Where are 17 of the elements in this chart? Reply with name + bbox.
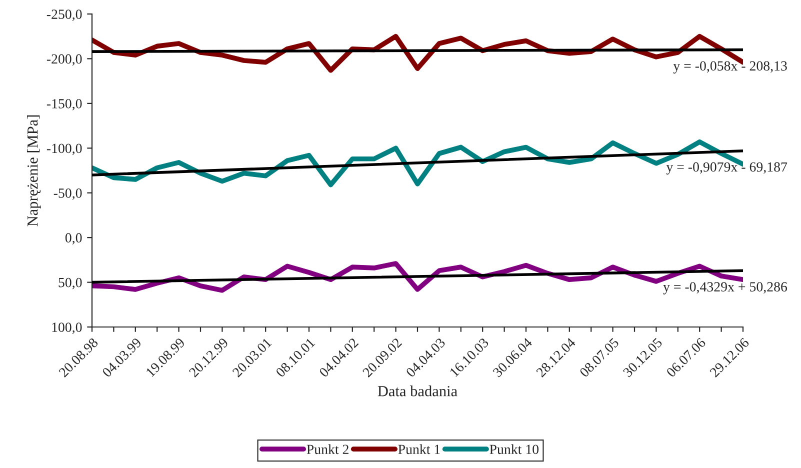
annotation: y = -0,4329x + 50,286	[663, 282, 788, 294]
annotation: y = -0,058x - 208,13	[673, 61, 787, 74]
legend-label: Punkt 1	[398, 444, 440, 454]
y-tick-label: -200,0	[46, 54, 82, 66]
y-axis-title: Naprężenie [MPa]	[26, 115, 41, 226]
y-tick-label: 0,0	[65, 233, 82, 245]
annotation: y = -0,9079x - 69,187	[666, 162, 788, 175]
x-axis-title: Data badania	[378, 386, 458, 396]
y-tick-label: 50,0	[58, 278, 82, 290]
line-series	[92, 139, 743, 188]
y-tick-label: 100,0	[52, 322, 82, 334]
y-tick-label: -50,0	[54, 188, 82, 200]
y-tick-label: -100,0	[46, 144, 82, 156]
y-tick-label: -150,0	[46, 99, 82, 110]
legend-label: Punkt 2	[306, 444, 348, 454]
y-tick-label: -250,0	[46, 10, 82, 21]
legend-label: Punkt 10	[490, 444, 539, 454]
